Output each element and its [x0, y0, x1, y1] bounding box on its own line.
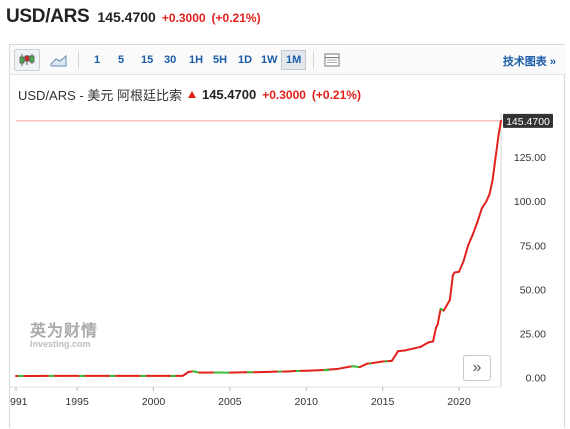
- quote-header: USD/ARS 145.4700 +0.3000 (+0.21%): [0, 0, 570, 36]
- price-change-percent: (+0.21%): [212, 11, 261, 25]
- price-segment: [482, 201, 487, 208]
- double-chevron-right-icon: »: [473, 359, 482, 377]
- x-tick-label: 2015: [371, 396, 395, 408]
- price-segment: [444, 300, 450, 311]
- price-segment: [438, 309, 441, 325]
- price-segment: [486, 194, 489, 201]
- price-change: +0.3000: [162, 11, 206, 25]
- x-tick-label: 991: [10, 396, 28, 408]
- y-tick-label: 25.00: [520, 329, 546, 341]
- currency-pair: USD/ARS: [6, 6, 89, 28]
- x-tick-label: 2000: [142, 396, 166, 408]
- price-segment: [468, 235, 473, 246]
- price-segment: [450, 275, 453, 300]
- scroll-right-button[interactable]: »: [463, 355, 491, 381]
- y-tick-label: 0.00: [526, 373, 547, 385]
- price-segment: [337, 366, 352, 369]
- y-tick-label: 125.00: [514, 152, 546, 164]
- price-segment: [459, 261, 464, 272]
- price-segment: [260, 372, 275, 373]
- last-price-tag-label: 145.4700: [506, 116, 550, 128]
- y-tick-label: 75.00: [520, 240, 546, 252]
- price-segment: [406, 349, 414, 351]
- price-segment: [392, 354, 397, 361]
- last-price: 145.4700: [97, 9, 155, 25]
- price-segment: [360, 364, 368, 368]
- x-tick-label: 1995: [65, 396, 89, 408]
- y-tick-label: 100.00: [514, 196, 546, 208]
- x-tick-label: 2020: [447, 396, 471, 408]
- x-tick-label: 2005: [218, 396, 242, 408]
- price-segment: [375, 361, 383, 362]
- price-segment: [473, 222, 478, 234]
- price-segment: [490, 180, 493, 194]
- price-segment: [493, 157, 496, 180]
- price-segment: [496, 134, 499, 157]
- price-segment: [413, 347, 421, 349]
- price-segment: [464, 245, 469, 261]
- x-tick-label: 2010: [295, 396, 319, 408]
- price-segment: [433, 327, 436, 341]
- price-segment: [398, 350, 406, 351]
- chart-panel: 1 5 15 30 1H 5H 1D 1W 1M 技术图表 » USD/ARS …: [9, 44, 565, 428]
- price-segment: [421, 342, 429, 346]
- y-tick-label: 50.00: [520, 284, 546, 296]
- price-segment: [306, 370, 321, 371]
- price-segment: [477, 208, 482, 222]
